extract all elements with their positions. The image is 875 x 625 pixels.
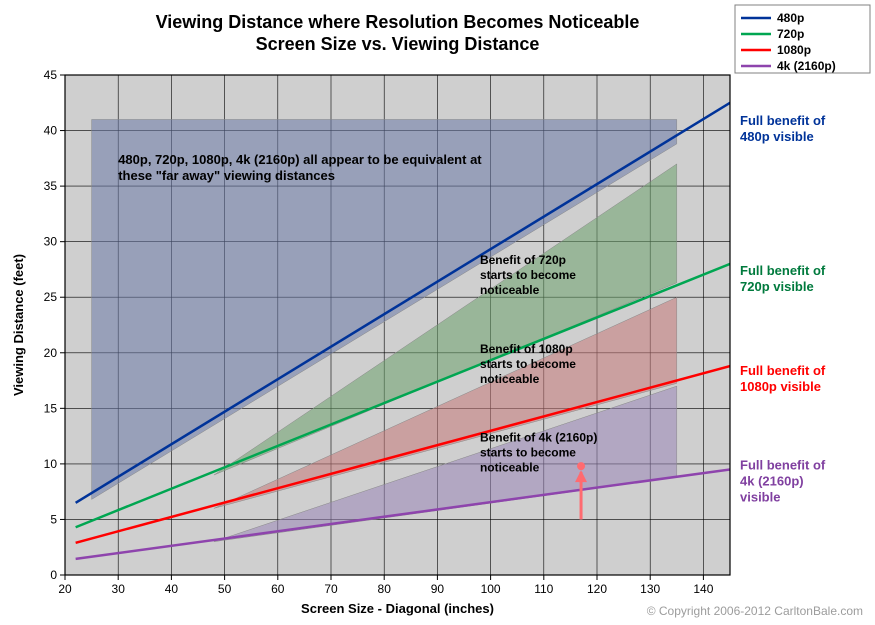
x-tick-label: 80 xyxy=(378,582,392,596)
rlabel-480: 480p visible xyxy=(740,129,814,144)
x-tick-label: 90 xyxy=(431,582,445,596)
x-tick-label: 20 xyxy=(58,582,72,596)
note-1080-benefit: starts to become xyxy=(480,357,576,371)
note-720-benefit: noticeable xyxy=(480,283,540,297)
y-tick-label: 25 xyxy=(44,290,58,304)
y-tick-label: 0 xyxy=(50,568,57,582)
x-tick-label: 70 xyxy=(324,582,338,596)
note-720-benefit: starts to become xyxy=(480,268,576,282)
y-axis-label: Viewing Distance (feet) xyxy=(11,254,26,396)
x-tick-label: 120 xyxy=(587,582,607,596)
note-1080-benefit: noticeable xyxy=(480,372,540,386)
note-all-equiv: these "far away" viewing distances xyxy=(118,168,335,183)
rlabel-720: Full benefit of xyxy=(740,263,826,278)
chart-title-line2: Screen Size vs. Viewing Distance xyxy=(256,34,540,54)
note-4k-benefit: noticeable xyxy=(480,461,540,475)
y-tick-label: 10 xyxy=(44,457,58,471)
rlabel-4k: 4k (2160p) xyxy=(740,473,804,488)
note-4k-benefit: Benefit of 4k (2160p) xyxy=(480,431,597,445)
rlabel-4k: visible xyxy=(740,489,780,504)
rlabel-1080: Full benefit of xyxy=(740,363,826,378)
rlabel-4k: Full benefit of xyxy=(740,457,826,472)
legend-label: 4k (2160p) xyxy=(777,59,836,73)
x-tick-label: 130 xyxy=(640,582,660,596)
note-4k-benefit: starts to become xyxy=(480,446,576,460)
x-tick-label: 110 xyxy=(534,582,553,596)
x-tick-label: 50 xyxy=(218,582,232,596)
legend-label: 1080p xyxy=(777,43,811,57)
legend: 480p 720p 1080p 4k (2160p) xyxy=(735,5,870,73)
x-axis-label: Screen Size - Diagonal (inches) xyxy=(301,601,494,616)
y-tick-label: 35 xyxy=(44,179,58,193)
x-tick-label: 100 xyxy=(481,582,501,596)
y-tick-label: 15 xyxy=(44,401,58,415)
legend-label: 720p xyxy=(777,27,804,41)
marker-dot xyxy=(577,462,585,470)
rlabel-480: Full benefit of xyxy=(740,113,826,128)
x-tick-label: 40 xyxy=(165,582,179,596)
y-tick-label: 5 xyxy=(50,512,57,526)
chart-title-line1: Viewing Distance where Resolution Become… xyxy=(156,12,640,32)
legend-label: 480p xyxy=(777,11,804,25)
note-720-benefit: Benefit of 720p xyxy=(480,253,566,267)
x-tick-label: 140 xyxy=(693,582,713,596)
y-tick-label: 45 xyxy=(44,68,58,82)
note-1080-benefit: Benefit of 1080p xyxy=(480,342,573,356)
note-all-equiv: 480p, 720p, 1080p, 4k (2160p) all appear… xyxy=(118,152,482,167)
copyright: © Copyright 2006-2012 CarltonBale.com xyxy=(647,604,863,618)
rlabel-720: 720p visible xyxy=(740,279,814,294)
rlabel-1080: 1080p visible xyxy=(740,379,821,394)
x-tick-label: 30 xyxy=(112,582,126,596)
y-tick-label: 30 xyxy=(44,235,58,249)
x-tick-label: 60 xyxy=(271,582,285,596)
chart-root: 20 30 40 50 60 70 80 90 100 110 120 130 140 0 5 10 15 20 2… xyxy=(0,0,875,625)
chart-svg: 20 30 40 50 60 70 80 90 100 110 120 130 140 0 5 10 15 20 2… xyxy=(0,0,875,625)
y-tick-label: 40 xyxy=(44,124,58,138)
y-tick-label: 20 xyxy=(44,346,58,360)
